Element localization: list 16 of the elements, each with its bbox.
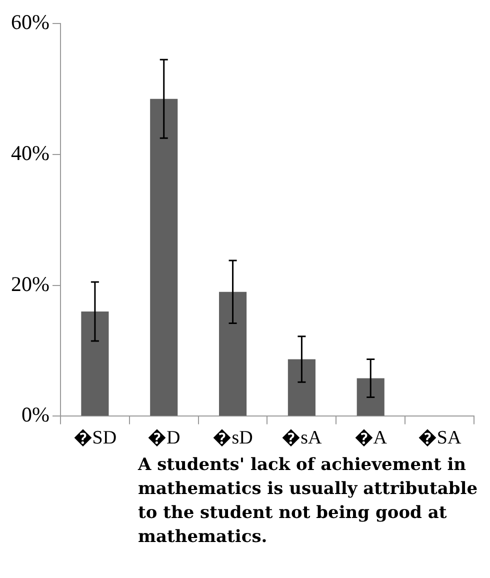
x-axis-title: A students' lack of achievement in mathematics is usually attributable to the student not being good at mathematics.	[138, 454, 478, 549]
bar	[81, 312, 109, 416]
bar	[288, 359, 316, 416]
bar	[150, 98, 178, 416]
x-tick-label: �SA	[418, 428, 462, 449]
y-tick-label: 60%	[10, 10, 50, 34]
x-tick-label: �SD	[73, 428, 117, 449]
x-tick-label: �A	[354, 428, 388, 449]
y-tick-label: 40%	[10, 140, 50, 165]
bar	[219, 292, 247, 416]
y-tick-label: 20%	[10, 272, 50, 296]
x-tick-label: �sA	[282, 428, 322, 449]
x-tick-label: �D	[148, 428, 180, 449]
bar	[356, 378, 384, 416]
y-tick-label: 0%	[21, 402, 50, 427]
x-tick-label: �sD	[212, 428, 253, 449]
